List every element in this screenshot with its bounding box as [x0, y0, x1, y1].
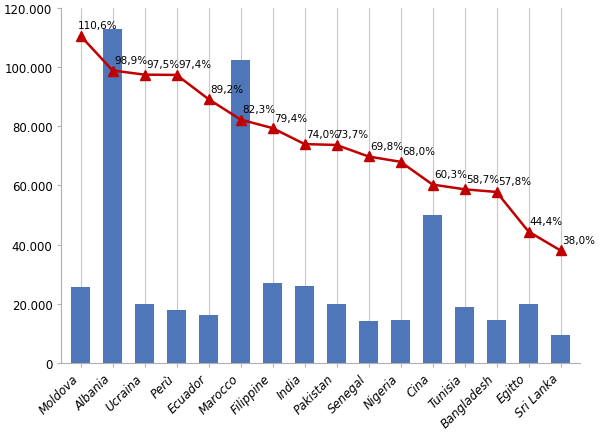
- Text: 110,6%: 110,6%: [78, 21, 117, 31]
- Text: 74,0%: 74,0%: [306, 129, 339, 139]
- Text: 44,4%: 44,4%: [530, 217, 563, 227]
- Bar: [327, 304, 346, 363]
- Bar: [295, 286, 314, 363]
- Bar: [135, 304, 154, 363]
- Bar: [263, 283, 282, 363]
- Text: 57,8%: 57,8%: [498, 177, 531, 187]
- Bar: [551, 335, 570, 363]
- Bar: [167, 310, 186, 363]
- Bar: [487, 320, 506, 363]
- Text: 97,5%: 97,5%: [146, 60, 179, 70]
- Bar: [455, 307, 474, 363]
- Bar: [71, 288, 90, 363]
- Bar: [519, 304, 538, 363]
- Text: 73,7%: 73,7%: [335, 130, 368, 140]
- Text: 79,4%: 79,4%: [274, 113, 307, 123]
- Text: 89,2%: 89,2%: [210, 85, 243, 95]
- Text: 69,8%: 69,8%: [370, 141, 403, 151]
- Bar: [103, 30, 122, 363]
- Bar: [391, 320, 410, 363]
- Bar: [359, 322, 378, 363]
- Text: 60,3%: 60,3%: [434, 170, 467, 180]
- Text: 38,0%: 38,0%: [562, 235, 595, 245]
- Bar: [199, 316, 218, 363]
- Bar: [423, 216, 442, 363]
- Text: 97,4%: 97,4%: [178, 60, 211, 70]
- Text: 58,7%: 58,7%: [466, 174, 499, 184]
- Text: 98,9%: 98,9%: [114, 56, 147, 66]
- Text: 68,0%: 68,0%: [402, 147, 435, 157]
- Bar: [231, 61, 250, 363]
- Text: 82,3%: 82,3%: [242, 105, 275, 115]
